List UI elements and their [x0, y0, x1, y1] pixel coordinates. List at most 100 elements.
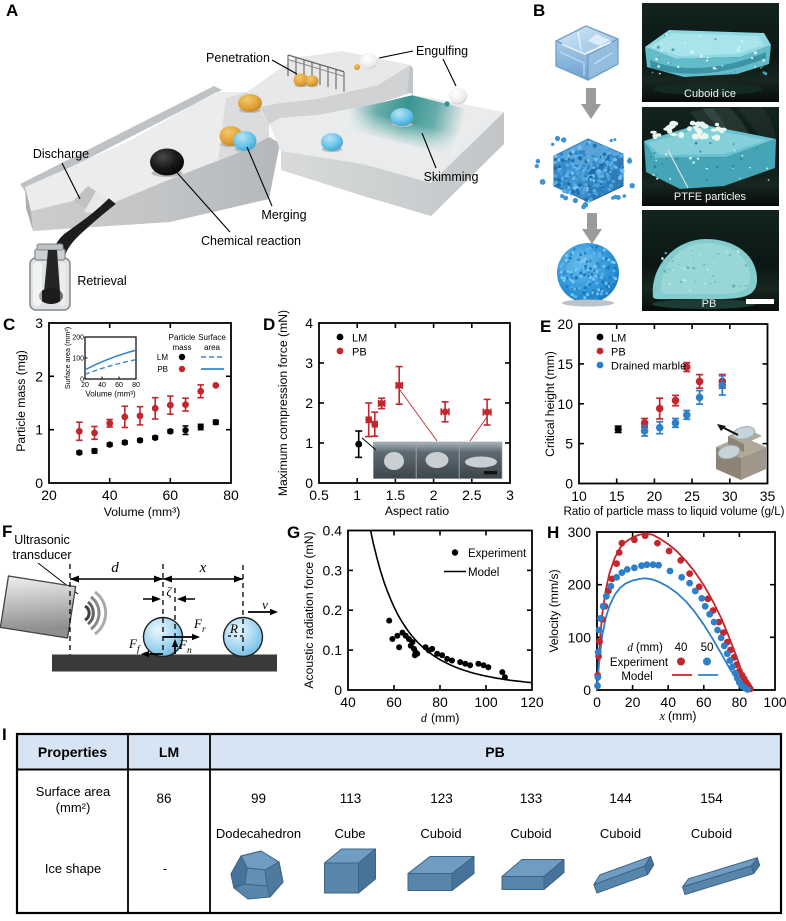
svg-text:R: R — [229, 621, 238, 636]
svg-text:Model: Model — [468, 567, 499, 579]
svg-text:0: 0 — [583, 682, 591, 698]
svg-text:Skimming: Skimming — [424, 170, 479, 184]
svg-text:113: 113 — [340, 791, 362, 806]
svg-text:Dodecahedron: Dodecahedron — [216, 826, 301, 841]
svg-text:B: B — [533, 1, 545, 20]
svg-text:0.4: 0.4 — [323, 523, 343, 539]
svg-text:Surface area (mm²): Surface area (mm²) — [63, 327, 72, 389]
svg-text:-: - — [163, 861, 167, 876]
svg-text:PB: PB — [611, 347, 626, 359]
svg-text:Aspect ratio: Aspect ratio — [385, 504, 450, 518]
svg-text:15: 15 — [609, 488, 625, 504]
svg-text:0: 0 — [334, 682, 342, 698]
svg-text:d: d — [627, 642, 633, 654]
svg-text:A: A — [6, 1, 18, 20]
svg-text:PB: PB — [352, 347, 367, 359]
svg-text:n: n — [187, 646, 192, 656]
svg-text:LM: LM — [611, 333, 626, 345]
svg-text:10: 10 — [571, 488, 587, 504]
svg-text:123: 123 — [430, 791, 453, 806]
svg-text:Particle mass (mg): Particle mass (mg) — [14, 350, 28, 452]
svg-text:0: 0 — [80, 377, 84, 384]
svg-text:PB: PB — [157, 365, 168, 374]
svg-text:Ultrasonic: Ultrasonic — [14, 533, 70, 547]
svg-text:60: 60 — [163, 487, 179, 503]
svg-text:Cuboid: Cuboid — [600, 826, 641, 841]
svg-text:20: 20 — [81, 382, 89, 389]
svg-text:Model: Model — [621, 671, 652, 683]
svg-text:Engulfing: Engulfing — [416, 44, 468, 58]
svg-text:40: 40 — [675, 642, 688, 654]
svg-text:10: 10 — [557, 396, 573, 412]
svg-text:(mm): (mm) — [636, 642, 663, 654]
svg-text:4: 4 — [305, 315, 313, 331]
svg-text:80: 80 — [132, 382, 140, 389]
svg-text:100: 100 — [72, 356, 84, 363]
svg-text:0: 0 — [35, 475, 43, 491]
svg-text:15: 15 — [557, 356, 573, 372]
svg-text:80: 80 — [732, 694, 748, 710]
svg-text:20: 20 — [557, 316, 573, 332]
svg-text:3: 3 — [506, 487, 514, 503]
svg-text:F: F — [178, 637, 188, 652]
svg-text:Velocity (mm/s): Velocity (mm/s) — [547, 569, 561, 652]
svg-text:20: 20 — [625, 694, 641, 710]
svg-text:Discharge: Discharge — [33, 147, 89, 161]
svg-text:Particle: Particle — [169, 333, 196, 342]
svg-text:(mm): (mm) — [431, 711, 459, 725]
svg-text:Cuboid: Cuboid — [510, 826, 551, 841]
svg-text:99: 99 — [251, 791, 266, 806]
svg-text:r: r — [202, 625, 206, 635]
svg-text:I: I — [2, 725, 7, 744]
svg-text:60: 60 — [386, 694, 402, 710]
svg-text:0.3: 0.3 — [323, 562, 343, 578]
svg-text:1: 1 — [353, 487, 361, 503]
svg-text:mass: mass — [172, 343, 191, 352]
svg-text:80: 80 — [432, 694, 448, 710]
svg-text:area: area — [204, 343, 221, 352]
svg-text:PTFE particles: PTFE particles — [674, 191, 747, 203]
svg-text:3: 3 — [305, 355, 313, 371]
svg-text:60: 60 — [115, 382, 123, 389]
svg-text:120: 120 — [520, 694, 544, 710]
svg-text:v: v — [262, 597, 268, 612]
svg-text:LM: LM — [352, 333, 367, 345]
svg-text:40: 40 — [660, 694, 676, 710]
svg-text:154: 154 — [700, 791, 723, 806]
svg-text:40: 40 — [340, 694, 356, 710]
svg-text:20: 20 — [647, 488, 663, 504]
svg-text:d: d — [421, 711, 428, 725]
svg-text:Cuboid: Cuboid — [420, 826, 461, 841]
svg-text:Retrieval: Retrieval — [77, 274, 126, 288]
svg-text:F: F — [2, 522, 12, 541]
svg-text:LM: LM — [159, 744, 179, 760]
svg-text:30: 30 — [722, 488, 738, 504]
svg-text:(mm²): (mm²) — [56, 800, 91, 815]
svg-text:Experiment: Experiment — [610, 657, 669, 669]
svg-text:Experiment: Experiment — [468, 548, 527, 560]
svg-text:PB: PB — [702, 298, 717, 310]
svg-text:f: f — [137, 644, 141, 655]
svg-text:0.5: 0.5 — [309, 487, 329, 503]
svg-text:Drained marble: Drained marble — [611, 361, 686, 373]
svg-text:3: 3 — [35, 315, 43, 331]
svg-text:Volume (mm³): Volume (mm³) — [85, 390, 136, 399]
svg-text:1: 1 — [35, 422, 43, 438]
svg-text:F: F — [128, 636, 138, 651]
svg-text:2.5: 2.5 — [462, 487, 482, 503]
svg-text:Surface area: Surface area — [36, 784, 111, 799]
svg-text:Critical height (mm): Critical height (mm) — [543, 351, 557, 457]
svg-text:Volume (mm³): Volume (mm³) — [104, 505, 181, 519]
svg-text:2: 2 — [305, 395, 313, 411]
svg-text:PB: PB — [485, 744, 504, 760]
svg-text:Maximum compression force (mN): Maximum compression force (mN) — [276, 310, 290, 496]
svg-text:H: H — [547, 523, 559, 542]
svg-text:transducer: transducer — [12, 548, 71, 562]
svg-text:C: C — [3, 315, 15, 334]
svg-text:Cuboid ice: Cuboid ice — [684, 88, 736, 100]
svg-text:Penetration: Penetration — [206, 51, 270, 65]
svg-text:50: 50 — [701, 642, 714, 654]
svg-text:133: 133 — [520, 791, 543, 806]
svg-text:25: 25 — [684, 488, 700, 504]
svg-text:Cuboid: Cuboid — [691, 826, 732, 841]
